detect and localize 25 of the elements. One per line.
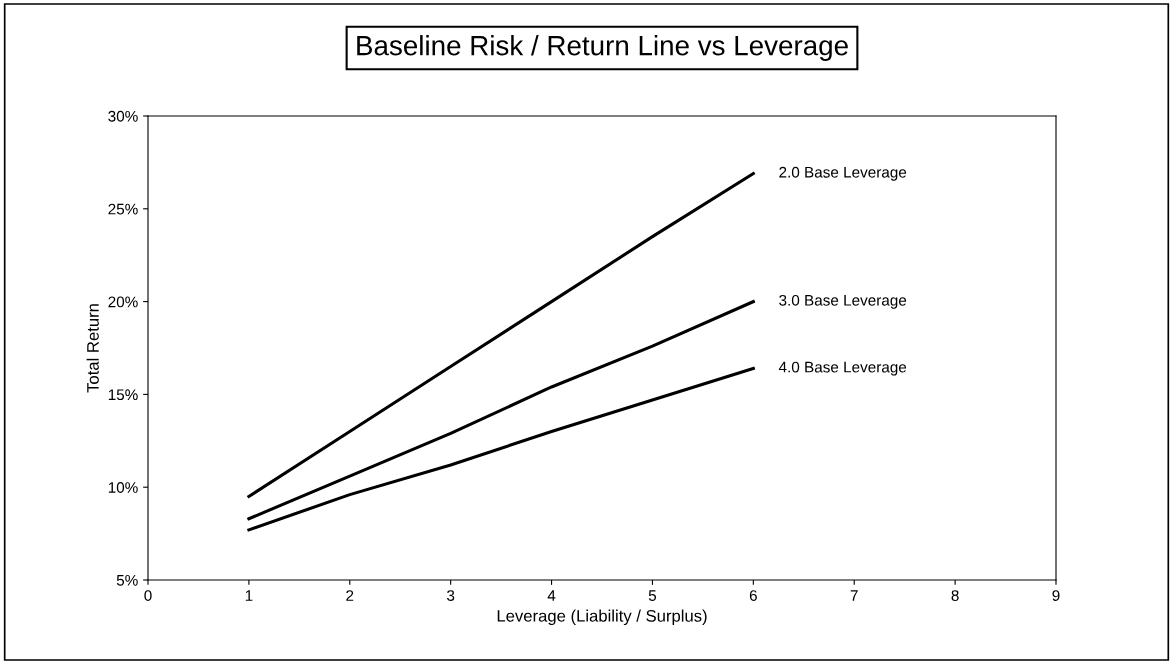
y-tick-label: 25%	[108, 203, 138, 215]
chart-title: Baseline Risk / Return Line vs Leverage	[357, 35, 848, 61]
x-tick-label: 1	[245, 590, 253, 601]
y-tick-label: 5%	[116, 574, 138, 586]
x-tick-label: 4	[547, 590, 556, 601]
line-series	[247, 300, 755, 521]
x-tick-label: 7	[850, 590, 858, 601]
y-tick-label: 10%	[108, 482, 138, 493]
y-tick-label: 20%	[108, 296, 138, 308]
series-label: 3.0 Base Leverage	[779, 294, 907, 309]
x-axis-title: Leverage (Liability / Surplus)	[497, 609, 707, 626]
x-tick-label: 5	[648, 590, 657, 601]
x-tick-label: 8	[951, 590, 959, 601]
x-tick-label: 2	[346, 590, 354, 601]
line-series	[247, 172, 755, 499]
y-tick-label: 30%	[108, 110, 138, 122]
line-series	[247, 366, 755, 532]
series-label: 4.0 Base Leverage	[778, 361, 907, 376]
series-label: 2.0 Base Leverage	[779, 166, 907, 181]
x-tick-label: 0	[144, 590, 152, 601]
y-tick-label: 15%	[108, 389, 138, 401]
x-tick-label: 3	[447, 590, 455, 601]
x-tick-label: 9	[1052, 590, 1060, 601]
x-tick-label: 6	[749, 590, 757, 601]
y-axis-title: Total Return	[86, 304, 99, 393]
